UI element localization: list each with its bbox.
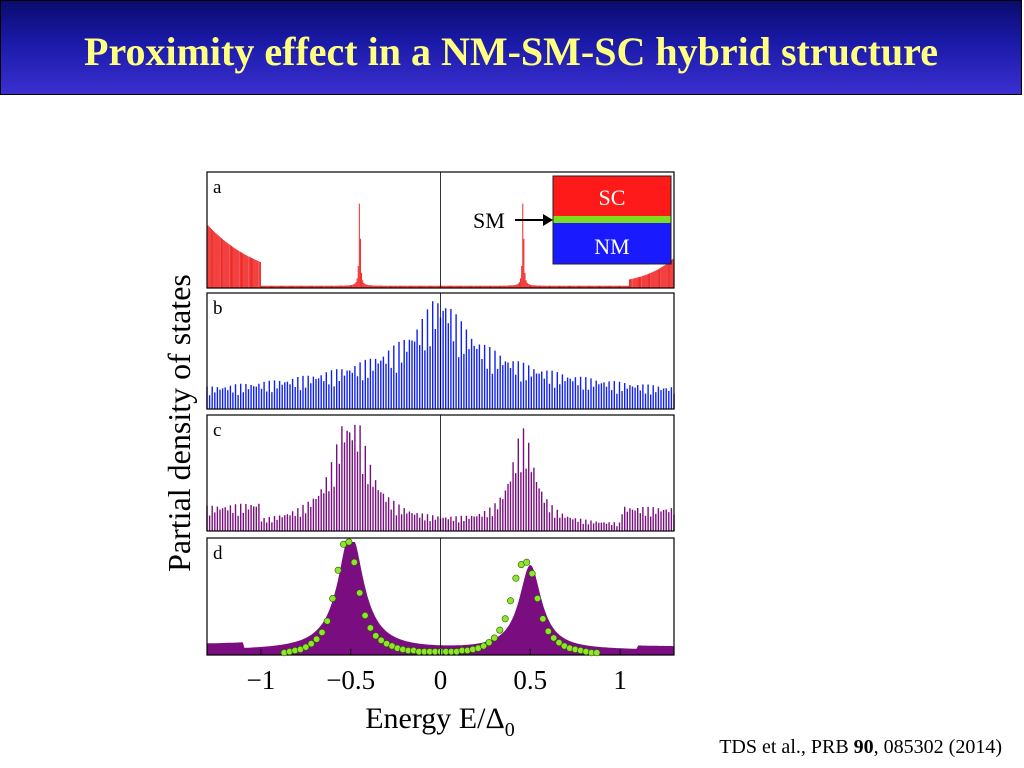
- data-point: [302, 643, 310, 651]
- data-point: [366, 624, 374, 632]
- panel-c-border: [206, 414, 675, 532]
- data-point: [372, 632, 380, 640]
- data-point: [334, 566, 342, 574]
- data-point: [329, 594, 337, 602]
- data-point: [313, 635, 321, 643]
- title-bar: Proximity effect in a NM-SM-SC hybrid st…: [0, 0, 1022, 95]
- panel-c: c: [206, 414, 675, 532]
- data-point: [350, 558, 358, 566]
- data-point: [528, 570, 536, 578]
- panel-a-label: a: [213, 177, 222, 198]
- data-point: [377, 636, 385, 644]
- x-axis-label-subscript: 0: [505, 719, 515, 741]
- inset-sm-label: SM: [473, 208, 505, 233]
- x-tick-label: −0.5: [326, 665, 375, 695]
- inset-sc-label: SC: [599, 185, 626, 210]
- data-point: [361, 611, 369, 619]
- panel-d: d: [206, 537, 675, 657]
- data-point: [485, 639, 493, 647]
- slide-title: Proximity effect in a NM-SM-SC hybrid st…: [84, 29, 938, 74]
- citation-authors: TDS et al., PRB: [719, 736, 854, 758]
- data-point: [323, 617, 331, 625]
- inset-sm-layer: [553, 216, 671, 223]
- data-point: [550, 634, 558, 642]
- inset-sc-layer: [553, 176, 671, 216]
- data-point: [496, 626, 504, 634]
- x-tick-label: 0.5: [513, 665, 547, 695]
- citation-rest: , 085302 (2014): [873, 736, 1002, 758]
- data-point: [506, 597, 514, 605]
- data-point: [533, 594, 541, 602]
- panel-c-label: c: [213, 420, 221, 441]
- y-axis-label: Partial density of states: [161, 274, 197, 572]
- data-point: [593, 649, 601, 657]
- data-point: [318, 628, 326, 636]
- data-point: [480, 642, 488, 650]
- x-axis-label: Energy E/Δ0: [365, 702, 515, 741]
- data-point: [512, 574, 520, 582]
- structure-inset: SC NM SM: [473, 175, 672, 265]
- inset-nm-layer: [553, 223, 671, 264]
- x-tick-label: 1: [613, 665, 627, 695]
- panel-a-border: [206, 171, 675, 289]
- data-point: [523, 558, 531, 566]
- panel-d-label: d: [213, 543, 223, 564]
- data-point: [490, 634, 498, 642]
- panel-b: b: [206, 292, 675, 410]
- data-point: [356, 589, 364, 597]
- panel-d-area: [207, 542, 674, 655]
- x-tick-label: −1: [247, 665, 276, 695]
- data-point: [501, 615, 509, 623]
- panel-a: a SC NM SM: [206, 171, 675, 289]
- citation-volume: 90: [853, 736, 874, 758]
- data-point: [345, 538, 353, 546]
- inset-nm-label: NM: [594, 234, 629, 259]
- data-point: [307, 640, 315, 648]
- panel-b-label: b: [213, 298, 223, 319]
- data-point: [555, 639, 563, 647]
- data-point: [539, 615, 547, 623]
- x-tick-label: 0: [434, 665, 448, 695]
- panel-b-border: [206, 292, 675, 410]
- inset-arrow-head: [543, 214, 553, 226]
- citation: TDS et al., PRB 90, 085302 (2014): [719, 736, 1002, 759]
- data-point: [544, 627, 552, 635]
